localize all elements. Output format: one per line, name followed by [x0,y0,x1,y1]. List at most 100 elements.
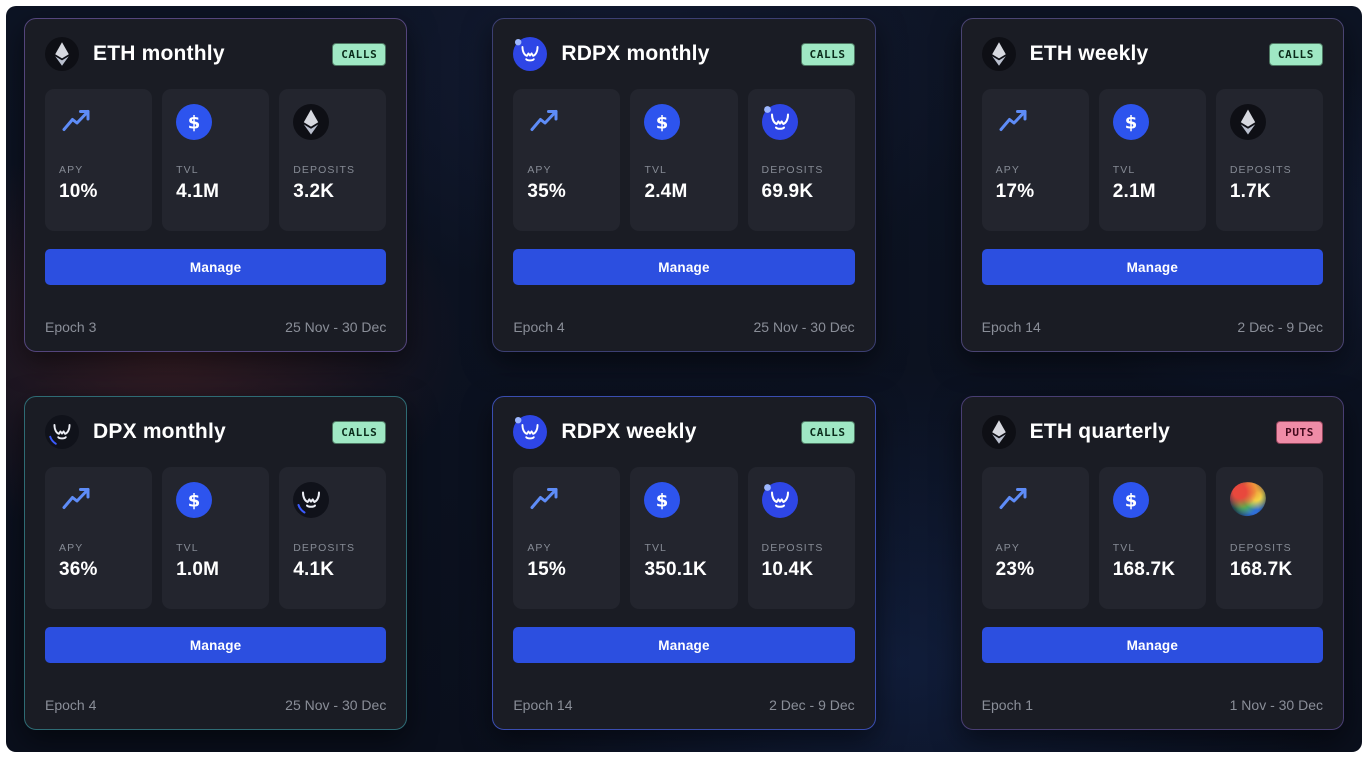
tvl-label: TVL [176,164,199,176]
deposits-value: 3.2K [293,181,335,202]
apy-value: 23% [995,559,1035,580]
calls-badge: CALLS [332,420,387,444]
manage-button[interactable]: Manage [513,249,855,285]
epoch-dates: 2 Dec - 9 Dec [769,697,855,713]
tvl-stat: TVL 350.1K [630,467,738,609]
apy-stat: APY 23% [981,467,1089,609]
vault-title: RDPX monthly [561,42,710,65]
deposits-stat: DEPOSITS 69.9K [747,89,855,231]
vault-title: ETH quarterly [1029,420,1170,443]
deposits-value: 10.4K [761,559,814,580]
tvl-stat: TVL 2.4M [630,89,738,231]
manage-button[interactable]: Manage [45,627,387,663]
deposits-stat: DEPOSITS 1.7K [1215,89,1323,231]
epoch-label: Epoch 14 [981,319,1041,335]
epoch-label: Epoch 3 [45,319,97,335]
deposits-label: DEPOSITS [293,164,356,176]
deposits-stat: DEPOSITS 10.4K [747,467,855,609]
eth-icon [293,104,372,142]
manage-button[interactable]: Manage [45,249,387,285]
manage-button[interactable]: Manage [981,627,1323,663]
calls-badge: CALLS [332,42,387,66]
stats-row: APY 35% TVL 2.4M DEPOSITS 69.9K [513,89,855,231]
deposits-label: DEPOSITS [1229,542,1292,554]
epoch-label: Epoch 4 [45,697,97,713]
trend-up-icon [59,104,138,142]
deposits-label: DEPOSITS [761,542,824,554]
dollar-circle-icon [644,482,723,520]
stats-row: APY 23% TVL 168.7K DEPOSITS 168.7K [981,467,1323,609]
stats-row: APY 15% TVL 350.1K DEPOSITS 10.4K [513,467,855,609]
deposits-stat: DEPOSITS 3.2K [279,89,387,231]
stats-row: APY 36% TVL 1.0M DEPOSITS 4.1K [45,467,387,609]
tvl-stat: TVL 1.0M [162,467,270,609]
dpx-icon [293,482,372,520]
tvl-value: 2.1M [1112,181,1156,202]
apy-value: 35% [527,181,566,202]
tvl-stat: TVL 2.1M [1098,89,1206,231]
epoch-dates: 25 Nov - 30 Dec [285,319,387,335]
tvl-label: TVL [176,542,199,554]
dollar-circle-icon [1113,104,1192,142]
tvl-label: TVL [1112,542,1136,554]
tvl-value: 168.7K [1112,559,1176,580]
trend-up-icon [59,482,138,520]
card-footer: Epoch 4 25 Nov - 30 Dec [513,319,854,335]
deposits-value: 4.1K [293,559,335,580]
dollar-circle-icon [176,482,255,520]
eth-icon [1230,104,1309,142]
deposits-value: 168.7K [1229,559,1293,580]
rdpx-icon [762,104,841,142]
apy-label: APY [527,164,552,176]
deposits-stat: DEPOSITS 168.7K [1215,467,1323,609]
tvl-label: TVL [1112,164,1136,176]
vault-card-eth-weekly: ETH weekly CALLS APY 17% TVL 2.1M DEPOSI… [960,18,1344,352]
tvl-value: 4.1M [176,181,220,202]
vault-title: RDPX weekly [561,420,697,443]
dollar-circle-icon [1113,482,1192,520]
rdpx-icon [513,37,547,71]
card-header: DPX monthly CALLS [45,415,387,449]
vault-title: ETH weekly [1029,42,1149,65]
dpx-icon [45,415,79,449]
card-footer: Epoch 3 25 Nov - 30 Dec [45,319,386,335]
deposits-label: DEPOSITS [1229,164,1292,176]
apy-stat: APY 10% [45,89,153,231]
manage-button[interactable]: Manage [981,249,1323,285]
card-footer: Epoch 4 25 Nov - 30 Dec [45,697,386,713]
eth-icon [45,37,79,71]
apy-stat: APY 17% [981,89,1089,231]
card-header: RDPX weekly CALLS [513,415,855,449]
stats-row: APY 10% TVL 4.1M DEPOSITS 3.2K [45,89,387,231]
tvl-label: TVL [644,164,667,176]
deposits-value: 1.7K [1229,181,1271,202]
manage-button[interactable]: Manage [513,627,855,663]
card-header: ETH monthly CALLS [45,37,387,71]
vault-card-eth-quarterly: ETH quarterly PUTS APY 23% TVL 168.7K DE… [960,396,1344,730]
tvl-stat: TVL 4.1M [162,89,270,231]
apy-label: APY [527,542,552,554]
vault-title: ETH monthly [93,42,225,65]
tvl-stat: TVL 168.7K [1098,467,1206,609]
background-scene: ETH monthly CALLS APY 10% TVL 4.1M DEPOS… [6,6,1362,752]
apy-value: 15% [527,559,566,580]
apy-label: APY [59,542,84,554]
apy-stat: APY 35% [513,89,621,231]
eth-icon [982,37,1016,71]
puts-badge: PUTS [1276,420,1323,444]
card-footer: Epoch 14 2 Dec - 9 Dec [513,697,854,713]
tvl-label: TVL [644,542,667,554]
apy-label: APY [995,542,1020,554]
vault-card-rdpx-monthly: RDPX monthly CALLS APY 35% TVL 2.4M DEPO… [492,18,876,352]
tvl-value: 1.0M [176,559,220,580]
crv-icon [1227,479,1309,520]
apy-label: APY [59,164,84,176]
apy-value: 17% [995,181,1035,202]
card-header: ETH quarterly PUTS [982,415,1323,449]
tvl-value: 350.1K [644,559,707,580]
deposits-stat: DEPOSITS 4.1K [279,467,387,609]
apy-stat: APY 36% [45,467,153,609]
calls-badge: CALLS [800,420,855,444]
vault-card-eth-monthly: ETH monthly CALLS APY 10% TVL 4.1M DEPOS… [24,18,408,352]
